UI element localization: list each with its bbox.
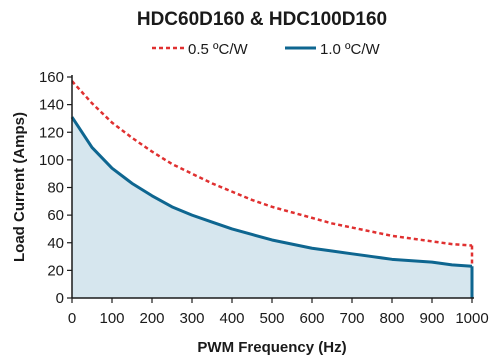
x-axis-label: PWM Frequency (Hz) [197, 339, 346, 356]
x-tick-label: 700 [339, 310, 364, 327]
x-tick-label: 900 [419, 310, 444, 327]
x-tick-label: 400 [219, 310, 244, 327]
x-tick-label: 200 [139, 310, 164, 327]
y-tick-label: 60 [47, 207, 64, 224]
x-tick-label: 0 [68, 310, 76, 327]
x-tick-label: 100 [99, 310, 124, 327]
series-area-1 [72, 117, 472, 299]
y-tick-label: 100 [39, 152, 64, 169]
legend: 0.5 ºC/W 1.0 ºC/W [152, 41, 380, 58]
y-axis-ticks: 0 20 40 60 80 100 120 140 160 [39, 69, 72, 307]
x-tick-label: 600 [299, 310, 324, 327]
series-line-0 [71, 80, 473, 247]
x-tick-label: 300 [179, 310, 204, 327]
legend-label-1: 1.0 ºC/W [320, 41, 380, 58]
chart-title: HDC60D160 & HDC100D160 [137, 9, 387, 30]
y-tick-label: 80 [47, 180, 64, 197]
x-tick-label: 500 [259, 310, 284, 327]
x-tick-label: 1000 [455, 310, 488, 327]
y-tick-label: 0 [56, 290, 64, 307]
series-line-1 [70, 116, 473, 268]
legend-label-0: 0.5 ºC/W [188, 41, 248, 58]
y-axis-label: Load Current (Amps) [11, 112, 28, 262]
x-tick-label: 800 [379, 310, 404, 327]
plot-area [70, 75, 474, 299]
y-tick-label: 160 [39, 69, 64, 86]
x-axis-ticks: 0 100 200 300 400 500 600 700 800 900 1000 [68, 298, 489, 327]
y-tick-label: 140 [39, 97, 64, 114]
y-tick-label: 20 [47, 262, 64, 279]
y-tick-label: 40 [47, 235, 64, 252]
y-tick-label: 120 [39, 124, 64, 141]
